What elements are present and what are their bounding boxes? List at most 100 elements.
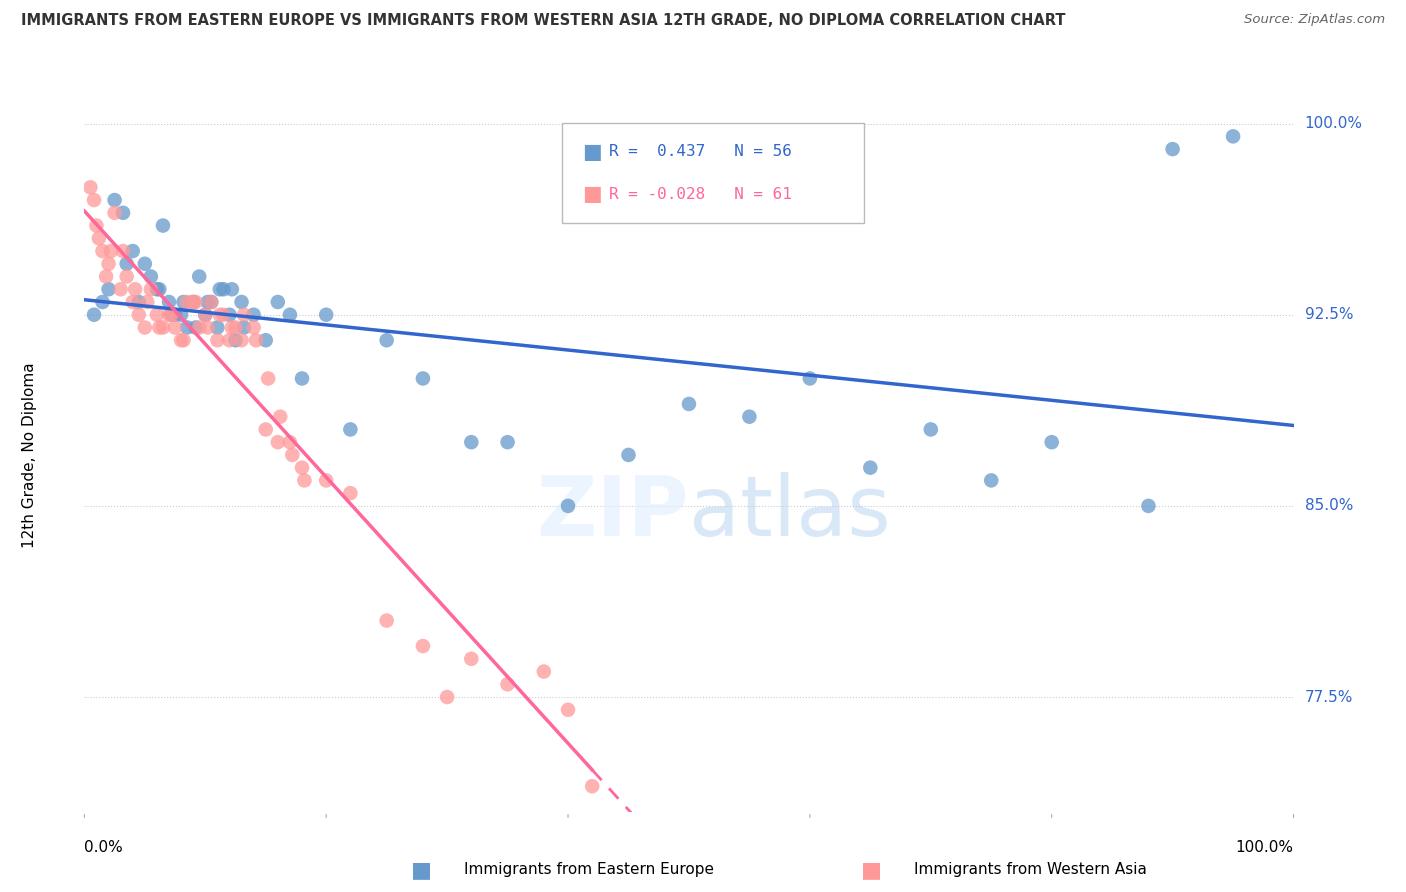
Text: 100.0%: 100.0% xyxy=(1236,840,1294,855)
Point xyxy=(124,282,146,296)
Text: ■: ■ xyxy=(862,860,882,880)
Point xyxy=(221,282,243,296)
Point xyxy=(139,282,162,296)
Text: 85.0%: 85.0% xyxy=(1305,499,1353,514)
Text: 100.0%: 100.0% xyxy=(1305,116,1362,131)
Point xyxy=(233,320,256,334)
Point xyxy=(1040,435,1063,450)
Point xyxy=(112,206,135,220)
Point xyxy=(157,308,180,322)
Point xyxy=(121,295,143,310)
Point xyxy=(157,295,180,310)
Text: Immigrants from Eastern Europe: Immigrants from Eastern Europe xyxy=(464,863,714,877)
Point xyxy=(233,308,256,322)
Point xyxy=(194,308,217,322)
Point xyxy=(148,320,170,334)
Point xyxy=(115,269,138,284)
Point xyxy=(176,320,198,334)
Text: ■: ■ xyxy=(582,142,602,161)
Text: 12th Grade, No Diploma: 12th Grade, No Diploma xyxy=(22,362,38,548)
Point xyxy=(194,308,217,322)
Point xyxy=(375,333,398,347)
Point xyxy=(91,244,114,258)
Text: IMMIGRANTS FROM EASTERN EUROPE VS IMMIGRANTS FROM WESTERN ASIA 12TH GRADE, NO DI: IMMIGRANTS FROM EASTERN EUROPE VS IMMIGR… xyxy=(21,13,1066,29)
Point xyxy=(339,422,361,436)
Point xyxy=(128,295,150,310)
Point xyxy=(197,295,219,310)
Text: ■: ■ xyxy=(412,860,432,880)
Point xyxy=(134,320,156,334)
Point xyxy=(97,257,120,271)
Point xyxy=(231,333,253,347)
Point xyxy=(188,269,211,284)
Point xyxy=(460,652,482,666)
Point xyxy=(173,333,195,347)
Point xyxy=(104,193,127,207)
Point xyxy=(269,409,291,424)
Point xyxy=(152,320,174,334)
Point xyxy=(212,308,235,322)
Point xyxy=(278,308,301,322)
Point xyxy=(197,320,219,334)
Point xyxy=(115,257,138,271)
Point xyxy=(412,371,434,385)
Text: Immigrants from Western Asia: Immigrants from Western Asia xyxy=(914,863,1147,877)
Point xyxy=(225,320,247,334)
Point xyxy=(134,257,156,271)
Point xyxy=(136,295,159,310)
Point xyxy=(146,308,169,322)
FancyBboxPatch shape xyxy=(562,123,865,223)
Point xyxy=(294,474,316,488)
Point xyxy=(146,282,169,296)
Point xyxy=(79,180,101,194)
Point xyxy=(257,371,280,385)
Point xyxy=(581,779,603,793)
Point xyxy=(128,308,150,322)
Point xyxy=(281,448,304,462)
Point xyxy=(94,269,117,284)
Point xyxy=(242,320,264,334)
Point xyxy=(799,371,821,385)
Point xyxy=(165,320,187,334)
Point xyxy=(242,308,264,322)
Point xyxy=(218,308,240,322)
Point xyxy=(225,333,247,347)
Text: 0.0%: 0.0% xyxy=(84,840,124,855)
Point xyxy=(170,308,193,322)
Point xyxy=(83,193,105,207)
Point xyxy=(207,320,229,334)
Text: ZIP: ZIP xyxy=(537,472,689,552)
Point xyxy=(87,231,110,245)
Text: 92.5%: 92.5% xyxy=(1305,307,1353,322)
Point xyxy=(112,244,135,258)
Point xyxy=(218,333,240,347)
Point xyxy=(160,308,183,322)
Point xyxy=(152,219,174,233)
Point xyxy=(254,422,277,436)
Point xyxy=(557,499,579,513)
Point xyxy=(339,486,361,500)
Point xyxy=(148,282,170,296)
Point xyxy=(139,269,162,284)
Point xyxy=(678,397,700,411)
Point xyxy=(460,435,482,450)
Point xyxy=(97,282,120,296)
Point xyxy=(1161,142,1184,156)
Point xyxy=(278,435,301,450)
Point xyxy=(160,308,183,322)
Point xyxy=(100,244,122,258)
Point xyxy=(200,295,222,310)
Point xyxy=(375,614,398,628)
Point xyxy=(496,677,519,691)
Point xyxy=(267,435,290,450)
Point xyxy=(173,295,195,310)
Point xyxy=(617,448,640,462)
Point xyxy=(208,308,231,322)
Point xyxy=(738,409,761,424)
Point xyxy=(291,460,314,475)
Point xyxy=(184,295,207,310)
Point xyxy=(110,282,132,296)
Text: ■: ■ xyxy=(582,185,602,204)
Point xyxy=(221,320,243,334)
Point xyxy=(267,295,290,310)
